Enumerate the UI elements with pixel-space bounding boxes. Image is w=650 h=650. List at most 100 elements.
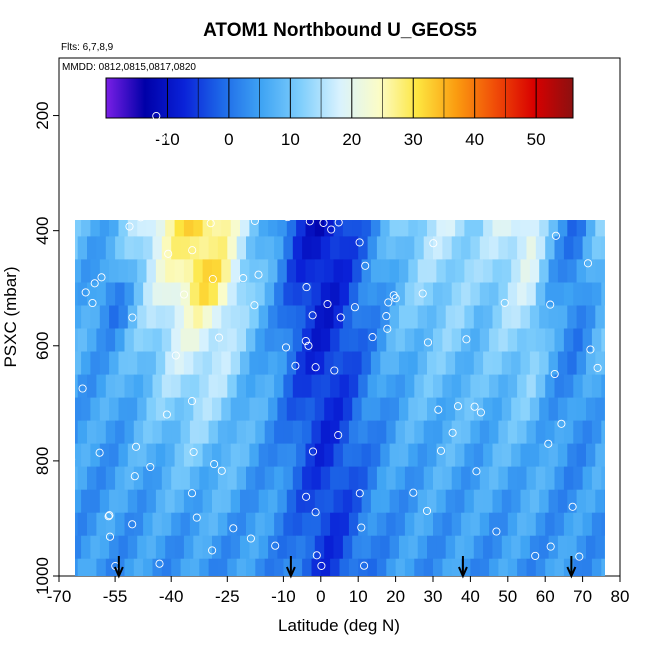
heatmap-cell [127, 305, 138, 330]
heatmap-cell [305, 397, 316, 422]
heatmap-cell [249, 167, 259, 191]
observation-point [105, 532, 115, 541]
heatmap-cell [535, 236, 546, 260]
heatmap-cell [417, 351, 428, 376]
observation-point [229, 524, 238, 533]
heatmap-cell [249, 535, 260, 560]
heatmap-cell [483, 397, 494, 422]
heatmap-cell [212, 305, 222, 330]
heatmap-cell [209, 144, 219, 168]
heatmap-cell [554, 420, 565, 445]
heatmap-cell [212, 259, 222, 283]
heatmap-cell [501, 305, 512, 330]
heatmap-cell [133, 328, 144, 353]
observation-point [432, 188, 441, 197]
observation-point [476, 408, 485, 417]
heatmap-cell [424, 190, 434, 214]
heatmap-cell [99, 351, 110, 376]
observation-point [323, 300, 332, 309]
heatmap-cell [118, 535, 129, 560]
heatmap-cell [75, 282, 79, 307]
heatmap-cell [59, 98, 69, 122]
y-tick-label: 1000 [33, 557, 52, 595]
heatmap-cell [342, 259, 353, 283]
heatmap-cell [212, 443, 222, 468]
heatmap-cell [604, 489, 605, 514]
heatmap-cell [231, 167, 241, 191]
observation-point [301, 336, 310, 346]
heatmap-cell [155, 535, 166, 560]
heatmap-cell [90, 121, 100, 145]
heatmap-cell [548, 535, 559, 560]
heatmap-cell [399, 397, 409, 422]
heatmap-cell [567, 443, 578, 468]
heatmap-cell [368, 190, 378, 214]
heatmap-cell [246, 328, 256, 353]
heatmap-cell [404, 466, 415, 491]
heatmap-cell [470, 374, 481, 399]
heatmap-cell [564, 144, 574, 168]
heatmap-cell [545, 282, 556, 307]
observation-point [95, 448, 104, 457]
heatmap-cell [349, 190, 359, 214]
heatmap-cell [189, 512, 200, 537]
heatmap-cell [563, 374, 574, 399]
heatmap-cell [240, 259, 250, 283]
heatmap-cell [535, 558, 546, 576]
heatmap-cell [283, 236, 294, 260]
heatmap-cell [573, 236, 584, 260]
heatmap-cell [268, 220, 278, 237]
heatmap-cell [105, 236, 116, 260]
heatmap-cell [511, 535, 522, 560]
heatmap-cell [90, 351, 101, 376]
heatmap-cell [90, 489, 101, 514]
heatmap-cell [133, 236, 144, 260]
heatmap-cell [376, 328, 387, 353]
heatmap-cell [371, 167, 381, 191]
heatmap-cell [68, 144, 78, 168]
heatmap-cell [227, 466, 238, 491]
observation-point [557, 419, 566, 428]
heatmap-cell [180, 512, 191, 537]
heatmap-cell [81, 489, 91, 514]
heatmap-cell [100, 167, 110, 191]
heatmap-cell [583, 98, 593, 122]
heatmap-cell [483, 121, 493, 145]
x-tick-label: 80 [611, 587, 630, 606]
heatmap-cell [592, 144, 602, 168]
observation-point [208, 546, 217, 555]
heatmap-cell [99, 259, 110, 283]
heatmap-cell [277, 167, 287, 191]
heatmap-cell [59, 236, 69, 260]
heatmap-cell [386, 236, 397, 260]
heatmap-cell [155, 305, 166, 330]
heatmap-cell [296, 397, 307, 422]
heatmap-cell [530, 167, 540, 191]
heatmap-cell [445, 535, 456, 560]
heatmap-cell [124, 420, 135, 445]
heatmap-cell [264, 512, 275, 537]
observation-point [283, 213, 292, 222]
heatmap-cell [614, 352, 624, 376]
heatmap-cell [193, 305, 204, 330]
heatmap-cell [377, 190, 387, 214]
heatmap-cell [221, 351, 232, 376]
observation-point [302, 492, 311, 501]
heatmap-cell [586, 220, 596, 237]
heatmap-cell [520, 489, 531, 514]
heatmap-cell [118, 351, 129, 376]
heatmap-cell [498, 512, 509, 537]
heatmap-cell [96, 236, 107, 260]
heatmap-cell [277, 489, 288, 514]
heatmap-cell [324, 121, 334, 145]
heatmap-cell [433, 144, 443, 168]
heatmap-cell [62, 167, 72, 191]
observation-point [271, 541, 280, 550]
heatmap-cell [436, 397, 447, 422]
heatmap-cell [342, 489, 353, 514]
heatmap-cell [436, 259, 447, 283]
heatmap-cell [464, 535, 475, 560]
observation-point [146, 462, 155, 472]
observation-point [242, 124, 252, 133]
heatmap-cell [508, 190, 518, 214]
